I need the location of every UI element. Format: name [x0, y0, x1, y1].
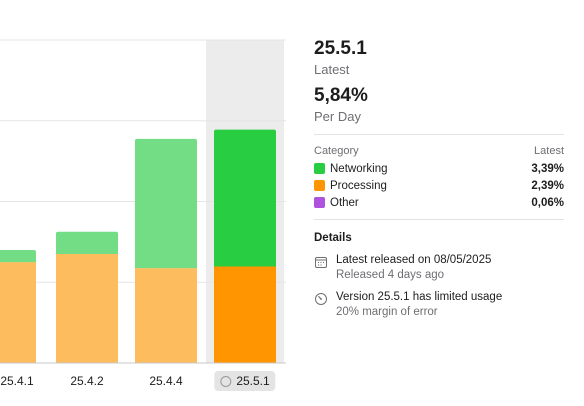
- release-date-text: Latest released on 08/05/2025: [336, 254, 492, 266]
- bar-segment-processing-25.4.1: [0, 262, 36, 363]
- divider: [314, 219, 564, 220]
- bar-segment-networking-25.4.1: [0, 249, 36, 263]
- category-value: 0,06%: [531, 196, 564, 209]
- x-tick-label-25.5.1[interactable]: 25.5.1: [214, 371, 276, 391]
- category-label: Processing: [330, 179, 387, 192]
- version-caption: Latest: [314, 62, 350, 77]
- divider: [314, 134, 564, 135]
- selected-marker-icon: [220, 375, 232, 387]
- release-detail: Latest released on 08/05/2025 Released 4…: [314, 254, 564, 281]
- x-tick-text: 25.4.1: [0, 374, 34, 388]
- category-row: Networking 3,39%: [314, 160, 564, 177]
- version-value: 25.5.1: [314, 38, 367, 59]
- bar-segment-processing-25.5.1: [214, 266, 276, 363]
- networking-swatch: [314, 163, 325, 174]
- bar-segment-networking-25.4.2: [56, 231, 118, 254]
- gauge-icon: [315, 293, 327, 305]
- bar-segment-networking-25.5.1: [214, 129, 276, 267]
- other-swatch: [314, 197, 325, 208]
- category-row: Processing 2,39%: [314, 177, 564, 194]
- percent-caption: Per Day: [314, 109, 361, 124]
- details-title: Details: [314, 232, 352, 244]
- category-header-label: Category: [314, 145, 359, 157]
- x-tick-text: 25.4.4: [149, 374, 183, 388]
- category-row: Other 0,06%: [314, 194, 564, 211]
- chart-canvas: [0, 39, 286, 364]
- x-tick-text: 25.5.1: [236, 374, 270, 388]
- calendar-icon: [315, 257, 327, 268]
- x-tick-text: 25.4.2: [70, 374, 104, 388]
- x-tick-label-25.4.4[interactable]: 25.4.4: [149, 374, 182, 388]
- usage-chart: 25.4.1 25.4.2 25.4.4 25.5.1: [0, 39, 286, 391]
- category-label: Networking: [330, 162, 388, 175]
- category-value: 2,39%: [531, 179, 564, 192]
- bar-segment-processing-25.4.2: [56, 253, 118, 363]
- processing-swatch: [314, 180, 325, 191]
- usage-detail: Version 25.5.1 has limited usage 20% mar…: [314, 291, 564, 318]
- release-age-text: Released 4 days ago: [336, 269, 445, 281]
- category-list: Networking 3,39% Processing 2,39% Other …: [314, 160, 564, 211]
- latest-header-label: Latest: [534, 145, 564, 157]
- margin-text: 20% margin of error: [336, 306, 438, 318]
- category-header: Category Latest: [314, 145, 564, 157]
- usage-text: Version 25.5.1 has limited usage: [336, 291, 503, 303]
- info-panel: 25.5.1 Latest 5,84% Per Day Category Lat…: [314, 0, 564, 318]
- x-tick-label-25.4.2[interactable]: 25.4.2: [70, 374, 103, 388]
- percent-value: 5,84%: [314, 85, 368, 106]
- bar-segment-networking-25.4.4: [135, 138, 197, 269]
- category-label: Other: [330, 196, 359, 209]
- category-value: 3,39%: [531, 162, 564, 175]
- bar-segment-processing-25.4.4: [135, 268, 197, 363]
- x-tick-label-25.4.1[interactable]: 25.4.1: [0, 374, 33, 388]
